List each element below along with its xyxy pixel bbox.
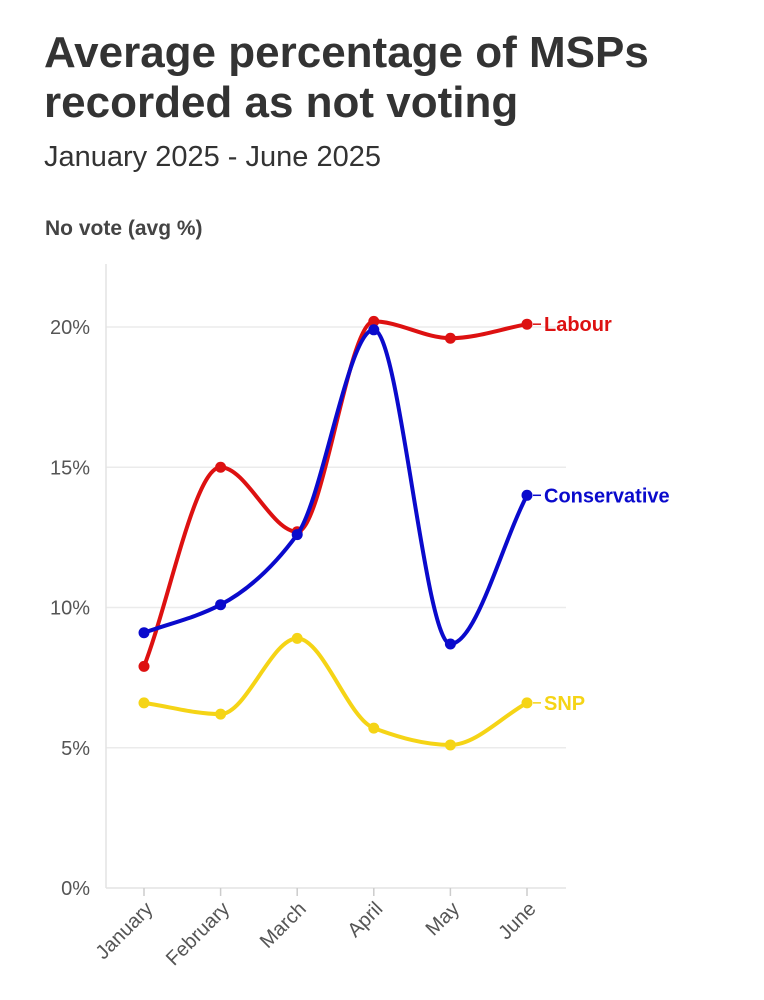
data-point-conservative-april <box>368 324 380 336</box>
y-tick-label: 20% <box>50 317 90 339</box>
x-tick-label-june: June <box>494 898 540 944</box>
data-point-labour-february <box>215 461 227 473</box>
series-label-conservative: Conservative <box>544 485 670 507</box>
label-layer: SNP Labour Conservative <box>533 314 670 715</box>
x-tick-label-march: March <box>256 898 311 953</box>
data-point-snp-january <box>138 697 150 709</box>
data-point-conservative-may <box>444 638 456 650</box>
data-point-conservative-march <box>291 529 303 541</box>
series-layer <box>138 315 533 751</box>
x-tick-label-april: April <box>343 898 387 942</box>
x-tick-label-february: February <box>162 898 234 970</box>
data-point-labour-january <box>138 660 150 672</box>
data-point-snp-june <box>521 697 533 709</box>
data-point-labour-april <box>368 315 380 327</box>
data-point-conservative-june <box>521 489 533 501</box>
y-tick-label: 10% <box>50 598 90 620</box>
data-point-conservative-january <box>138 627 150 639</box>
series-label-labour: Labour <box>544 314 612 336</box>
y-tick-label: 0% <box>61 878 90 900</box>
x-tick-label-january: January <box>92 898 158 964</box>
data-point-labour-june <box>521 318 533 330</box>
page-title: Average percentage of MSPs recorded as n… <box>44 28 649 127</box>
series-label-snp: SNP <box>544 693 585 715</box>
data-point-snp-february <box>215 708 227 720</box>
data-point-labour-may <box>444 332 456 344</box>
data-point-snp-march <box>291 632 303 644</box>
axis-layer: 0% 5% 10% 15% 20% January February March April Ma… <box>50 264 541 970</box>
page-subtitle: January 2025 - June 2025 <box>44 141 381 173</box>
data-point-snp-april <box>368 722 380 734</box>
data-point-conservative-february <box>215 599 227 611</box>
y-tick-label: 15% <box>50 457 90 479</box>
y-tick-label: 5% <box>61 738 90 760</box>
grid-layer <box>106 326 566 889</box>
data-point-snp-may <box>444 739 456 751</box>
series-line-snp <box>142 636 529 747</box>
x-tick-label-may: May <box>422 898 464 940</box>
y-axis-label: No vote (avg %) <box>45 217 203 240</box>
